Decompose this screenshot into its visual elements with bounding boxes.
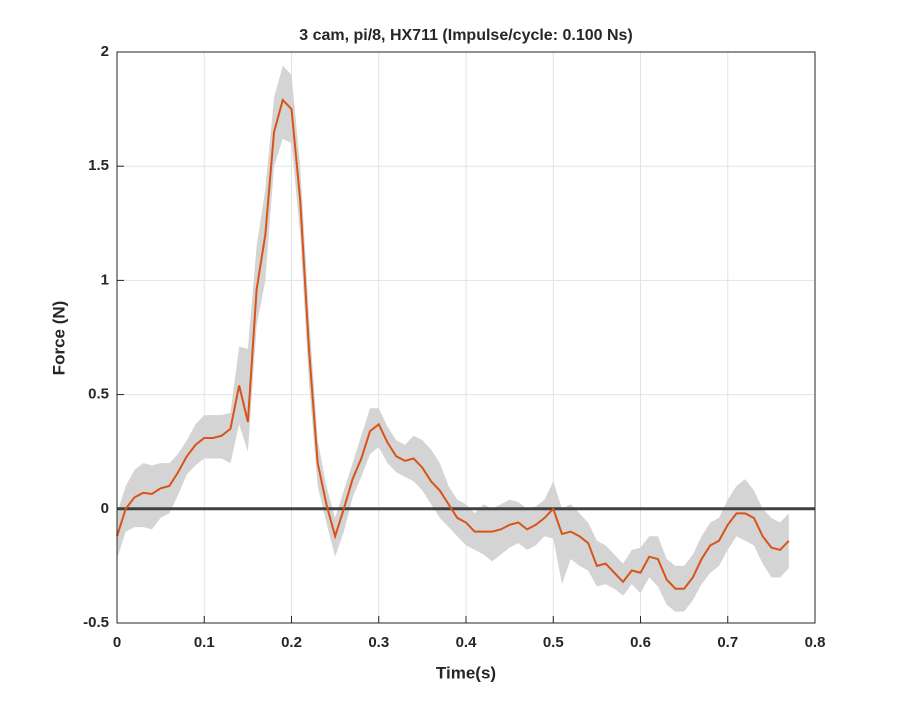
x-tick-label: 0.3 — [368, 634, 389, 651]
y-tick-label: 0.5 — [88, 386, 109, 403]
x-axis-label: Time(s) — [436, 663, 496, 682]
x-tick-label: 0.6 — [630, 634, 651, 651]
x-tick-label: 0.4 — [456, 634, 478, 651]
x-tick-label: 0.2 — [281, 634, 302, 651]
y-tick-label: 0 — [101, 500, 109, 517]
chart-title: 3 cam, pi/8, HX711 (Impulse/cycle: 0.100… — [299, 27, 633, 44]
x-tick-label: 0.1 — [194, 634, 215, 651]
x-tick-label: 0.7 — [717, 634, 738, 651]
x-tick-label: 0 — [113, 634, 121, 651]
y-tick-label: 1.5 — [88, 157, 109, 174]
y-tick-label: 2 — [101, 43, 109, 60]
confidence-band — [117, 65, 789, 612]
y-tick-label: 1 — [101, 271, 109, 288]
x-tick-label: 0.5 — [543, 634, 564, 651]
y-axis-label: Force (N) — [49, 301, 68, 376]
axes-box — [116, 51, 816, 624]
x-tick-label: 0.8 — [805, 634, 826, 651]
data-line — [116, 97, 790, 590]
y-tick-label: -0.5 — [83, 614, 109, 631]
